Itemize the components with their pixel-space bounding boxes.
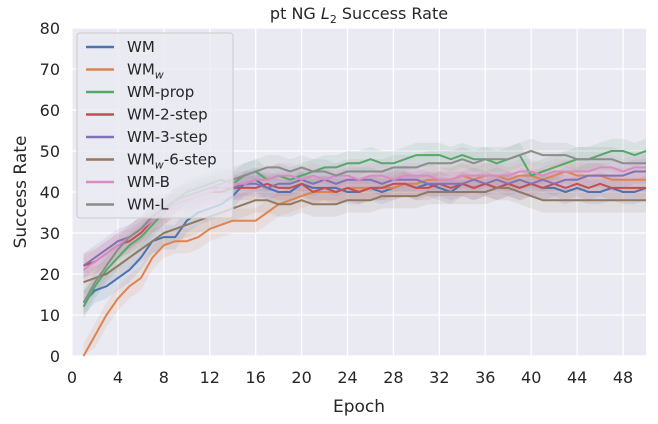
- legend-entry: WM-prop: [86, 83, 194, 101]
- y-tick-label: 30: [40, 224, 60, 243]
- x-tick-label: 0: [67, 368, 77, 387]
- x-tick-label: 32: [429, 368, 449, 387]
- legend-entry: WM: [86, 38, 155, 56]
- legend-label: WM-B: [127, 173, 170, 191]
- legend-label: WM-3-step: [127, 128, 208, 146]
- x-axis-label: Epoch: [333, 397, 385, 417]
- x-tick-labels: 0 4 8 12 16 20 24 28 32 36 40 44 48: [67, 368, 633, 387]
- y-tick-labels: 0 10 20 30 40 50 60 70 80: [40, 19, 60, 366]
- legend-label: WM-prop: [127, 83, 194, 101]
- legend-entry: WM-B: [86, 173, 170, 191]
- y-axis-label: Success Rate: [11, 136, 31, 249]
- legend-label: WM-L: [127, 196, 169, 214]
- x-tick-label: 44: [567, 368, 587, 387]
- x-tick-label: 24: [337, 368, 357, 387]
- x-tick-label: 8: [159, 368, 169, 387]
- legend-entry: WM-2-step: [86, 106, 208, 124]
- legend-entry: WMw-6-step: [86, 151, 217, 172]
- legend-label: WM-2-step: [127, 106, 208, 124]
- y-tick-label: 50: [40, 142, 60, 161]
- legend-entry: WM-L: [86, 196, 169, 214]
- chart-title: pt NG L2 Success Rate: [270, 4, 448, 26]
- x-tick-label: 28: [383, 368, 403, 387]
- x-tick-label: 12: [200, 368, 220, 387]
- y-tick-label: 10: [40, 306, 60, 325]
- y-tick-label: 40: [40, 183, 60, 202]
- legend-label: WM: [127, 38, 155, 56]
- legend-label: WMw-6-step: [127, 151, 217, 172]
- x-tick-label: 4: [113, 368, 123, 387]
- x-tick-label: 16: [246, 368, 266, 387]
- y-tick-label: 60: [40, 101, 60, 120]
- x-tick-label: 36: [475, 368, 495, 387]
- y-tick-label: 70: [40, 60, 60, 79]
- band-wmw: [83, 159, 646, 356]
- y-tick-label: 20: [40, 265, 60, 284]
- x-tick-label: 20: [291, 368, 311, 387]
- legend-entry: WM-3-step: [86, 128, 208, 146]
- legend-label: WMw: [127, 61, 164, 82]
- y-tick-label: 0: [50, 347, 60, 366]
- legend-box: [76, 32, 234, 219]
- x-tick-label: 40: [521, 368, 541, 387]
- y-tick-label: 80: [40, 19, 60, 38]
- line-wmw-6-step: [83, 186, 646, 284]
- x-tick-label: 48: [613, 368, 633, 387]
- legend-entry: WMw: [86, 61, 164, 82]
- line-wmw: [82, 170, 646, 357]
